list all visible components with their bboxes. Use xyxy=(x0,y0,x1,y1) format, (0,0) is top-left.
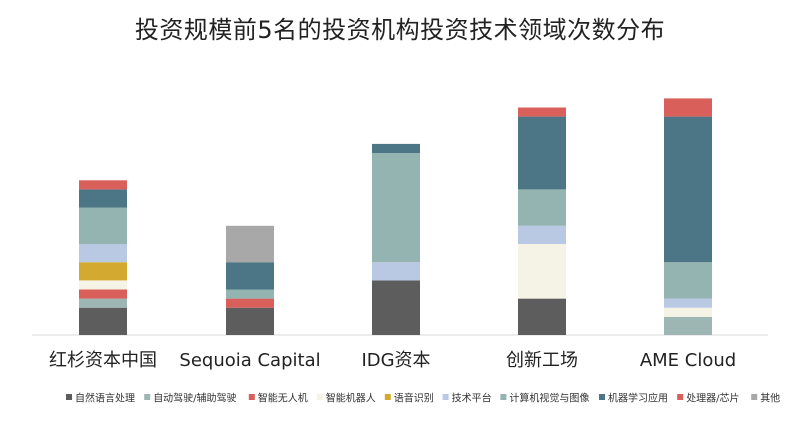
legend-item-4: 语音识别 xyxy=(384,392,434,405)
legend-label-5: 技术平台 xyxy=(452,392,492,405)
bar-segment-2-5 xyxy=(372,262,420,281)
legend-swatch-3 xyxy=(316,394,323,400)
legend-swatch-1 xyxy=(144,394,151,400)
category-labels: 红杉资本中国 Sequoia Capital IDG资本 创新工场 AME Cloud xyxy=(49,350,736,371)
bar-segment-2-6 xyxy=(372,153,420,263)
bar-segment-4-3 xyxy=(664,307,712,317)
legend-label-4: 语音识别 xyxy=(394,392,434,405)
bar-segment-3-8 xyxy=(518,107,566,117)
legend-swatch-9 xyxy=(751,394,758,400)
legend-swatch-8 xyxy=(677,394,684,400)
legend-label-2: 智能无人机 xyxy=(258,392,308,405)
category-label-1: Sequoia Capital xyxy=(179,350,320,371)
category-label-2: IDG资本 xyxy=(361,350,430,371)
bar-segment-0-0 xyxy=(79,307,127,335)
legend-label-0: 自然语言处理 xyxy=(75,392,135,405)
legend-item-9: 其他 xyxy=(751,392,780,405)
bar-segment-3-3 xyxy=(518,244,566,299)
legend-swatch-2 xyxy=(248,394,255,400)
bar-segment-1-6 xyxy=(226,289,274,299)
legend-item-7: 机器学习应用 xyxy=(599,392,668,405)
legend-swatch-7 xyxy=(599,394,605,400)
legend: 自然语言处理 自动驾驶/辅助驾驶 智能无人机 智能机器人 语音识别 技术平台 计算机视觉与图… xyxy=(66,392,780,405)
bar-segment-4-1 xyxy=(664,316,712,335)
plot-area xyxy=(32,98,768,336)
bar-segment-4-7 xyxy=(664,116,712,263)
legend-item-6: 计算机视觉与图像 xyxy=(500,392,589,405)
legend-label-7: 机器学习应用 xyxy=(608,392,668,405)
bar-segment-3-0 xyxy=(518,298,566,335)
bar-segment-0-1 xyxy=(79,298,127,308)
category-label-4: AME Cloud xyxy=(640,350,736,371)
bar-segment-3-7 xyxy=(518,116,566,190)
legend-item-8: 处理器/芯片 xyxy=(677,392,740,405)
bar-segment-0-6 xyxy=(79,207,127,244)
bar-segment-0-2 xyxy=(79,289,127,299)
legend-label-9: 其他 xyxy=(760,392,780,405)
legend-swatch-5 xyxy=(442,394,449,400)
bar-segment-1-2 xyxy=(226,298,274,308)
category-label-0: 红杉资本中国 xyxy=(49,350,157,371)
legend-swatch-4 xyxy=(384,394,391,400)
legend-label-8: 处理器/芯片 xyxy=(686,392,739,405)
bar-segment-0-4 xyxy=(79,262,127,281)
bar-segment-4-8 xyxy=(664,98,712,117)
bar-segment-4-5 xyxy=(664,298,712,308)
bar-segment-1-9 xyxy=(226,225,274,263)
legend-label-3: 智能机器人 xyxy=(326,392,376,405)
chart-title: 投资规模前5名的投资机构投资技术领域次数分布 xyxy=(134,16,666,44)
bar-segment-1-0 xyxy=(226,307,274,335)
legend-label-1: 自动驾驶/辅助驾驶 xyxy=(153,392,236,405)
legend-item-2: 智能无人机 xyxy=(248,392,308,405)
legend-label-6: 计算机视觉与图像 xyxy=(509,392,589,405)
bar-segment-2-0 xyxy=(372,280,420,335)
legend-swatch-6 xyxy=(500,394,507,400)
category-label-3: 创新工场 xyxy=(506,350,578,371)
bar-segment-0-8 xyxy=(79,180,127,190)
bar-segment-4-6 xyxy=(664,262,712,299)
legend-item-5: 技术平台 xyxy=(442,392,492,405)
bar-segment-3-5 xyxy=(518,225,566,244)
legend-swatch-0 xyxy=(66,394,72,400)
bar-segment-2-7 xyxy=(372,143,420,153)
bar-segment-0-7 xyxy=(79,189,127,208)
bar-segment-0-5 xyxy=(79,244,127,263)
legend-item-1: 自动驾驶/辅助驾驶 xyxy=(144,392,237,405)
legend-item-3: 智能机器人 xyxy=(316,392,376,405)
bar-segment-0-3 xyxy=(79,280,127,290)
bar-segment-1-7 xyxy=(226,262,274,290)
legend-item-0: 自然语言处理 xyxy=(66,392,135,405)
bar-segment-3-6 xyxy=(518,189,566,226)
